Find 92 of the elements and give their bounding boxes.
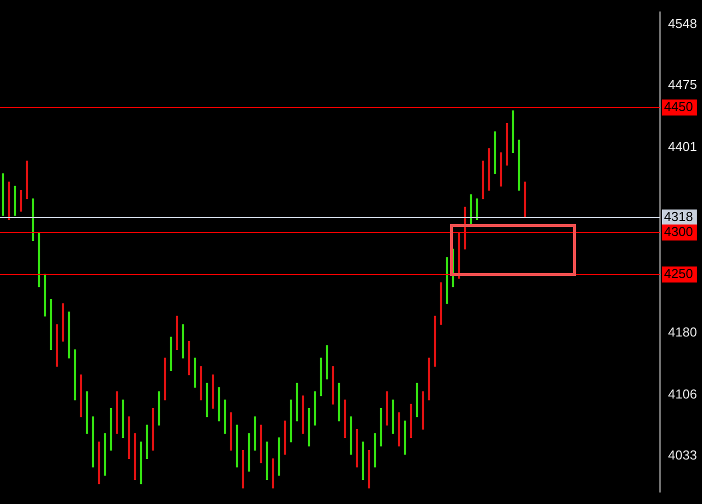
bar bbox=[338, 382, 340, 422]
bar bbox=[8, 182, 10, 220]
bar bbox=[236, 424, 238, 468]
bar bbox=[398, 412, 400, 446]
bar bbox=[254, 416, 256, 451]
y-tick-label: 4106 bbox=[668, 386, 697, 402]
bar bbox=[524, 182, 526, 218]
bar bbox=[134, 433, 136, 480]
bar bbox=[92, 416, 94, 468]
bar bbox=[164, 358, 166, 400]
bar bbox=[140, 442, 142, 484]
bar bbox=[116, 391, 118, 434]
bar bbox=[272, 458, 274, 488]
bar bbox=[320, 358, 322, 396]
bar bbox=[68, 312, 70, 358]
bar bbox=[332, 366, 334, 404]
bar bbox=[200, 366, 202, 400]
y-tick-label: 4475 bbox=[668, 77, 697, 92]
y-tick-label: 4401 bbox=[668, 139, 697, 154]
bar bbox=[182, 324, 184, 358]
bar bbox=[188, 340, 190, 376]
bar bbox=[158, 391, 160, 426]
bar bbox=[314, 391, 316, 426]
bar bbox=[230, 412, 232, 451]
ref-line-label: 4250 bbox=[664, 266, 693, 282]
bar bbox=[494, 131, 496, 174]
bar bbox=[440, 282, 442, 325]
bar bbox=[62, 303, 64, 342]
bar bbox=[146, 424, 148, 459]
bar bbox=[194, 358, 196, 388]
bar bbox=[326, 345, 328, 380]
bar bbox=[488, 148, 490, 191]
bar bbox=[482, 160, 484, 200]
y-tick-label: 4033 bbox=[668, 448, 697, 463]
bar bbox=[176, 316, 178, 350]
bar bbox=[266, 442, 268, 480]
bar bbox=[290, 400, 292, 442]
ref-line-label: 4300 bbox=[664, 224, 693, 240]
bar bbox=[362, 442, 364, 480]
bar bbox=[428, 358, 430, 400]
bar bbox=[356, 428, 358, 468]
bar bbox=[224, 400, 226, 434]
bar bbox=[248, 433, 250, 472]
bar bbox=[344, 400, 346, 438]
bar bbox=[50, 299, 52, 350]
bar bbox=[86, 391, 88, 434]
bar bbox=[500, 152, 502, 187]
bar bbox=[98, 442, 100, 484]
bar bbox=[404, 420, 406, 455]
bar bbox=[386, 391, 388, 426]
bar bbox=[152, 408, 154, 451]
bar bbox=[512, 110, 514, 153]
y-tick-label: 4548 bbox=[668, 16, 697, 31]
bar bbox=[368, 450, 370, 488]
bar bbox=[308, 408, 310, 446]
bar bbox=[26, 160, 28, 200]
bar bbox=[470, 194, 472, 224]
bar bbox=[20, 190, 22, 212]
bar bbox=[302, 395, 304, 434]
bar bbox=[56, 324, 58, 367]
bar bbox=[278, 437, 280, 476]
bar bbox=[380, 408, 382, 446]
y-tick-label: 4180 bbox=[668, 324, 697, 340]
bar bbox=[284, 420, 286, 455]
bar bbox=[14, 186, 16, 216]
ref-line-label: 4450 bbox=[664, 99, 693, 114]
bar bbox=[110, 408, 112, 451]
bar bbox=[128, 416, 130, 459]
bar bbox=[506, 122, 508, 166]
bar bbox=[416, 382, 418, 418]
bar bbox=[434, 316, 436, 367]
bar bbox=[170, 336, 172, 371]
bar bbox=[2, 173, 4, 216]
bar bbox=[392, 400, 394, 434]
bar bbox=[206, 382, 208, 418]
bar bbox=[242, 450, 244, 488]
bar bbox=[80, 374, 82, 418]
bar bbox=[422, 391, 424, 430]
bar bbox=[122, 400, 124, 438]
bar bbox=[518, 140, 520, 191]
ref-line-label: 4318 bbox=[664, 209, 693, 224]
bar bbox=[296, 382, 298, 422]
bar bbox=[212, 374, 214, 409]
bar bbox=[218, 387, 220, 422]
bar bbox=[350, 416, 352, 455]
bar bbox=[410, 404, 412, 438]
bar bbox=[104, 433, 106, 476]
bar bbox=[446, 257, 448, 304]
bar bbox=[44, 274, 46, 316]
bar bbox=[260, 424, 262, 464]
bar bbox=[74, 349, 76, 400]
bar bbox=[374, 433, 376, 468]
